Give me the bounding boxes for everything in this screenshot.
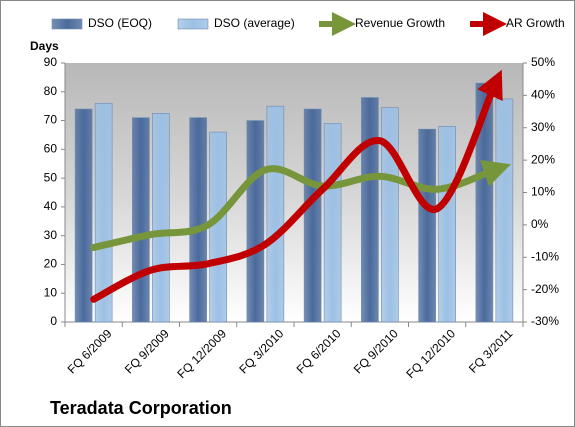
legend-label: AR Growth xyxy=(506,16,565,30)
y-tick-label: 70 xyxy=(44,113,58,127)
bar xyxy=(152,113,170,323)
legend-swatch xyxy=(177,18,209,30)
legend-swatch xyxy=(51,18,83,30)
y-tick-label: 80 xyxy=(44,84,58,98)
legend-label: DSO (average) xyxy=(214,16,295,30)
y2-tick-label: 10% xyxy=(531,185,555,199)
y2-tick-label: 40% xyxy=(531,88,555,102)
line-series xyxy=(90,159,511,252)
bar xyxy=(74,108,93,323)
bar xyxy=(323,123,342,323)
y-tick-label: 0 xyxy=(50,314,57,328)
y2-tick-label: -20% xyxy=(531,282,559,296)
bar xyxy=(303,108,322,323)
legend-label: Revenue Growth xyxy=(355,16,445,30)
y-tick-label: 40 xyxy=(44,199,58,213)
y2-tick-label: 30% xyxy=(531,120,555,134)
y-tick-label: 10 xyxy=(44,285,58,299)
bar xyxy=(438,126,456,323)
y-tick-label: 90 xyxy=(44,55,58,69)
bar xyxy=(132,117,150,323)
y-tick-label: 20 xyxy=(44,257,58,271)
y-axis-label: Days xyxy=(30,39,59,53)
bar xyxy=(418,128,436,323)
chart-title: Teradata Corporation xyxy=(50,398,232,418)
bar xyxy=(266,105,285,323)
bar xyxy=(495,98,514,323)
bar xyxy=(94,102,113,323)
bar xyxy=(381,107,399,323)
y2-tick-label: 50% xyxy=(531,55,555,69)
bar xyxy=(246,120,265,323)
y2-tick-label: -10% xyxy=(531,249,559,263)
y2-tick-label: 20% xyxy=(531,152,555,166)
bar xyxy=(209,131,227,323)
legend-label: DSO (EOQ) xyxy=(88,16,152,30)
y-tick-label: 50 xyxy=(44,170,58,184)
line-series xyxy=(90,69,503,303)
y2-tick-label: 0% xyxy=(531,217,549,231)
y-tick-label: 60 xyxy=(44,142,58,156)
y-tick-label: 30 xyxy=(44,228,58,242)
y2-tick-label: -30% xyxy=(531,314,559,328)
bar xyxy=(361,97,379,323)
bar xyxy=(189,117,207,323)
